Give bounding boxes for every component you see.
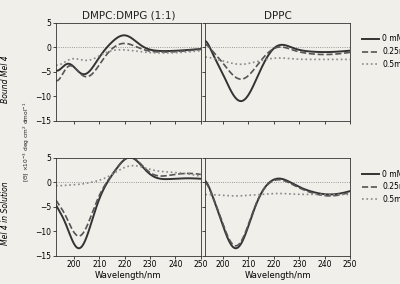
Legend: 0 mM, 0.25mM, 0.5mM: 0 mM, 0.25mM, 0.5mM [359, 32, 400, 72]
Text: Mel 4 in Solution: Mel 4 in Solution [1, 181, 10, 245]
X-axis label: Wavelength/nm: Wavelength/nm [244, 271, 311, 280]
Title: DMPC:DMPG (1:1): DMPC:DMPG (1:1) [82, 11, 175, 20]
Text: $[\Theta]$ $\times$10$^{-3}$ deg cm$^2$ dmol$^{-1}$: $[\Theta]$ $\times$10$^{-3}$ deg cm$^2$ … [22, 102, 32, 182]
Text: Bound Mel 4: Bound Mel 4 [1, 56, 10, 103]
Title: DPPC: DPPC [264, 11, 292, 20]
X-axis label: Wavelength/nm: Wavelength/nm [95, 271, 162, 280]
Legend: 0 mM, 0.25mM, 0.5mM: 0 mM, 0.25mM, 0.5mM [359, 166, 400, 207]
